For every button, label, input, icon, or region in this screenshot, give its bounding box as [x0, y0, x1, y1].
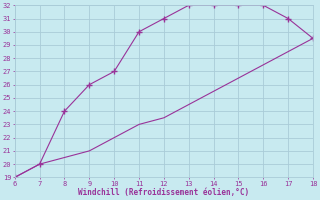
X-axis label: Windchill (Refroidissement éolien,°C): Windchill (Refroidissement éolien,°C)	[78, 188, 249, 197]
